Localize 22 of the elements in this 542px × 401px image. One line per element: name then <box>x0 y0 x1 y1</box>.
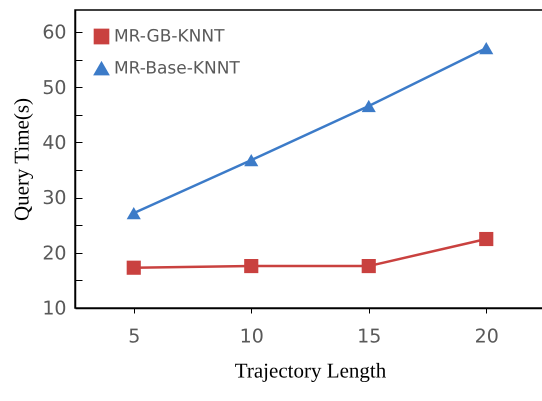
y-tick-label: 60 <box>42 22 66 44</box>
x-axis-title: Trajectory Length <box>234 358 387 382</box>
point <box>244 258 258 274</box>
legend-label: MR-GB-KNNT <box>114 26 226 46</box>
point <box>479 42 494 54</box>
point <box>126 206 141 220</box>
x-tick-label: 15 <box>357 326 382 348</box>
y-axis-title: Query Time(s) <box>9 98 34 222</box>
x-tick-label: 5 <box>128 326 140 348</box>
y-tick-label: 30 <box>42 187 66 210</box>
point <box>126 260 141 275</box>
y-tick-label: 40 <box>42 132 66 154</box>
point <box>362 100 376 112</box>
point <box>479 232 494 246</box>
point <box>244 154 258 166</box>
y-tick-label: 50 <box>42 76 66 99</box>
x-tick-label: 20 <box>474 326 499 348</box>
x-tick-label: 10 <box>240 326 264 348</box>
legend-label: MR-Base-KNNT <box>114 58 240 78</box>
y-tick-label: 10 <box>42 298 66 320</box>
y-tick-label: 20 <box>42 242 66 264</box>
point <box>362 258 376 274</box>
